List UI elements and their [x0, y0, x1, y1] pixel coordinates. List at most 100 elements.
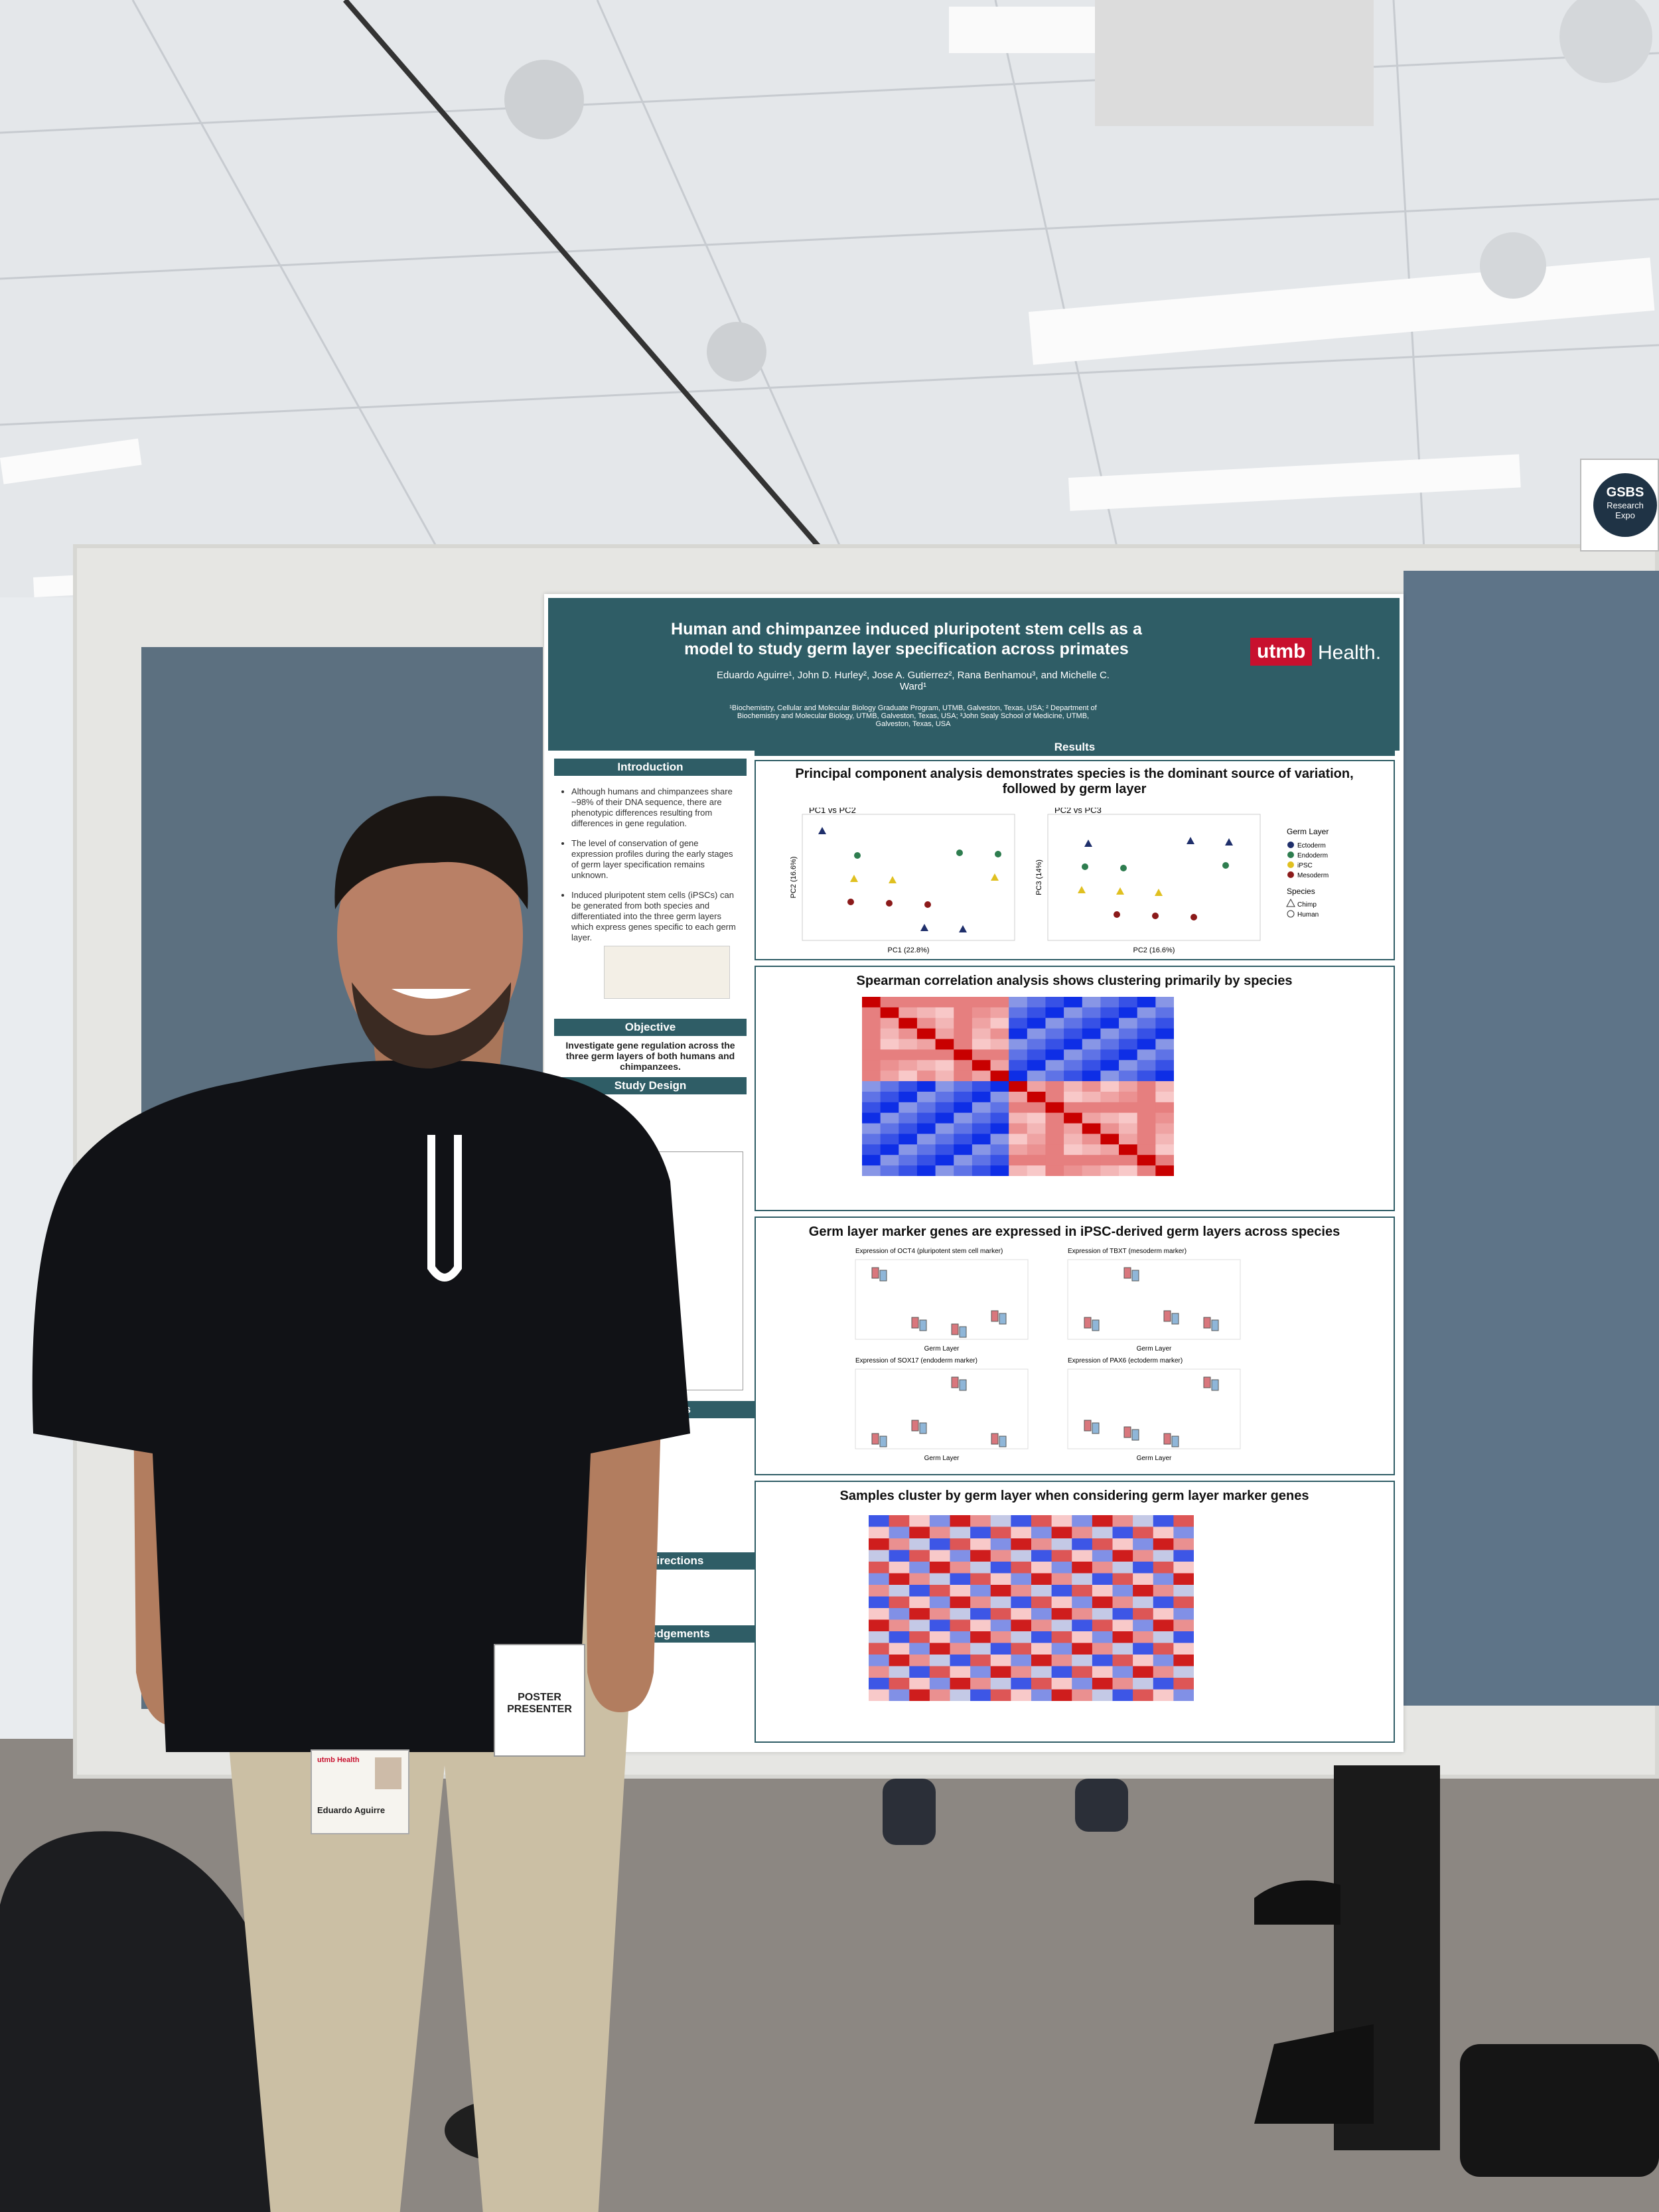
heatmap-cell	[1100, 1144, 1119, 1155]
heatmap-cell	[1092, 1643, 1113, 1655]
heatmap-cell	[916, 1123, 936, 1134]
heatmap-cell	[1011, 1678, 1032, 1690]
heatmap-cell	[1064, 1102, 1083, 1114]
heatmap-cell	[1173, 1666, 1194, 1678]
heatmap-cell	[1133, 1608, 1154, 1620]
legend-title: Germ Layer	[1287, 827, 1329, 836]
heatmap-cell	[1011, 1550, 1032, 1562]
heatmap-cell	[1027, 1007, 1046, 1019]
heatmap-cell	[929, 1585, 950, 1597]
heatmap-cell	[1009, 1060, 1028, 1071]
heatmap-cell	[950, 1515, 971, 1527]
box	[1131, 1429, 1139, 1441]
heatmap-cell	[899, 1134, 918, 1145]
box	[959, 1379, 967, 1391]
person	[0, 796, 690, 2212]
heatmap-cell	[1051, 1643, 1072, 1655]
heatmap-cell	[869, 1526, 890, 1539]
heatmap-cell	[1031, 1689, 1052, 1701]
heatmap-cell	[954, 1007, 973, 1019]
heatmap-cell	[880, 1049, 899, 1061]
heatmap-cell	[1011, 1689, 1032, 1701]
heatmap-cell	[1051, 1515, 1072, 1527]
bullet-list: Although humans and chimpanzees share ~9…	[559, 786, 741, 943]
heatmap-cell	[1119, 1070, 1138, 1082]
heatmap-cell	[1031, 1538, 1052, 1550]
heatmap-cell	[869, 1515, 890, 1527]
heatmap	[862, 997, 1174, 1176]
pca-point	[1152, 913, 1159, 919]
heatmap-cell	[1112, 1631, 1133, 1643]
plot-title: Expression of TBXT (mesoderm marker)	[1068, 1248, 1187, 1255]
heatmap-cell	[1082, 1102, 1101, 1114]
heatmap-cell	[1173, 1526, 1194, 1539]
heatmap-cell	[1051, 1562, 1072, 1574]
heatmap-cell	[880, 1091, 899, 1103]
heatmap-cell	[1027, 1112, 1046, 1124]
heatmap-cell	[1153, 1666, 1174, 1678]
heatmap-cell	[954, 1070, 973, 1082]
poster-title: Human and chimpanzee induced pluripotent…	[671, 620, 1142, 658]
heatmap-cell	[972, 1060, 991, 1071]
heatmap-cell	[1072, 1608, 1093, 1620]
heatmap-cell	[1045, 1165, 1064, 1176]
heatmap-cell	[935, 1165, 954, 1176]
legend-label: Mesoderm	[1297, 872, 1329, 879]
heatmap-cell	[990, 1585, 1011, 1597]
ceiling	[0, 0, 1659, 597]
heatmap-cell	[889, 1550, 910, 1562]
heatmap-cell	[1137, 1102, 1156, 1114]
heatmap-cell	[1100, 1007, 1119, 1019]
markers-panel: Germ layer marker genes are expressed in…	[755, 1217, 1395, 1475]
axis-label: PC2 (16.6%)	[790, 857, 798, 899]
heatmap-cell	[1119, 1102, 1138, 1114]
heatmap-cell	[1009, 997, 1028, 1008]
heatmap-cell	[954, 997, 973, 1008]
heatmap-cell	[862, 1091, 881, 1103]
heatmap-cell	[1137, 1007, 1156, 1019]
heatmap-cell	[1155, 1028, 1174, 1040]
heatmap-cell	[1119, 1112, 1138, 1124]
heatmap-cell	[1100, 1081, 1119, 1092]
legend-label: iPSC	[1297, 862, 1313, 869]
heatmap-cell	[950, 1526, 971, 1539]
box	[999, 1313, 1007, 1325]
axis-label: Germ Layer	[924, 1455, 960, 1462]
heatmap-cell	[950, 1643, 971, 1655]
plot-frame	[1047, 814, 1261, 941]
spearman-panel: Spearman correlation analysis shows clus…	[755, 966, 1395, 1211]
plot-title: PC2 vs PC3	[1054, 808, 1102, 815]
heatmap-cell	[929, 1678, 950, 1690]
heatmap-cell	[1112, 1538, 1133, 1550]
heatmap-cell	[1133, 1526, 1154, 1539]
bullet: Induced pluripotent stem cells (iPSCs) c…	[571, 890, 741, 943]
pca-point	[1078, 886, 1086, 893]
heatmap-cell	[869, 1608, 890, 1620]
heatmap-cell	[1082, 1165, 1101, 1176]
legend-swatch	[1286, 898, 1295, 907]
heatmap-cell	[970, 1631, 991, 1643]
heatmap-cell	[935, 1007, 954, 1019]
heatmap-cell	[1009, 1091, 1028, 1103]
heatmap-cell	[1155, 1007, 1174, 1019]
heatmap-cell	[1064, 1165, 1083, 1176]
plot-title: Expression of OCT4 (pluripotent stem cel…	[855, 1248, 1003, 1255]
box	[871, 1267, 879, 1279]
heatmap-cell	[1173, 1550, 1194, 1562]
box	[1203, 1317, 1211, 1329]
pca-point	[956, 849, 963, 856]
heatmap-cell	[1112, 1608, 1133, 1620]
heatmap-cell	[1027, 1028, 1046, 1040]
heatmap-cell	[990, 1017, 1009, 1029]
heatmap-cell	[1119, 1039, 1138, 1050]
heatmap-cell	[916, 1081, 936, 1092]
heatmap-cell	[950, 1619, 971, 1632]
box	[991, 1433, 999, 1445]
heatmap-cell	[1051, 1526, 1072, 1539]
heatmap-cell	[972, 1017, 991, 1029]
heatmap-cell	[1092, 1666, 1113, 1678]
box	[1211, 1319, 1219, 1331]
heatmap-cell	[1153, 1655, 1174, 1666]
heatmap-cell	[889, 1666, 910, 1678]
id-badge: utmb Health Eduardo Aguirre	[311, 1749, 409, 1834]
